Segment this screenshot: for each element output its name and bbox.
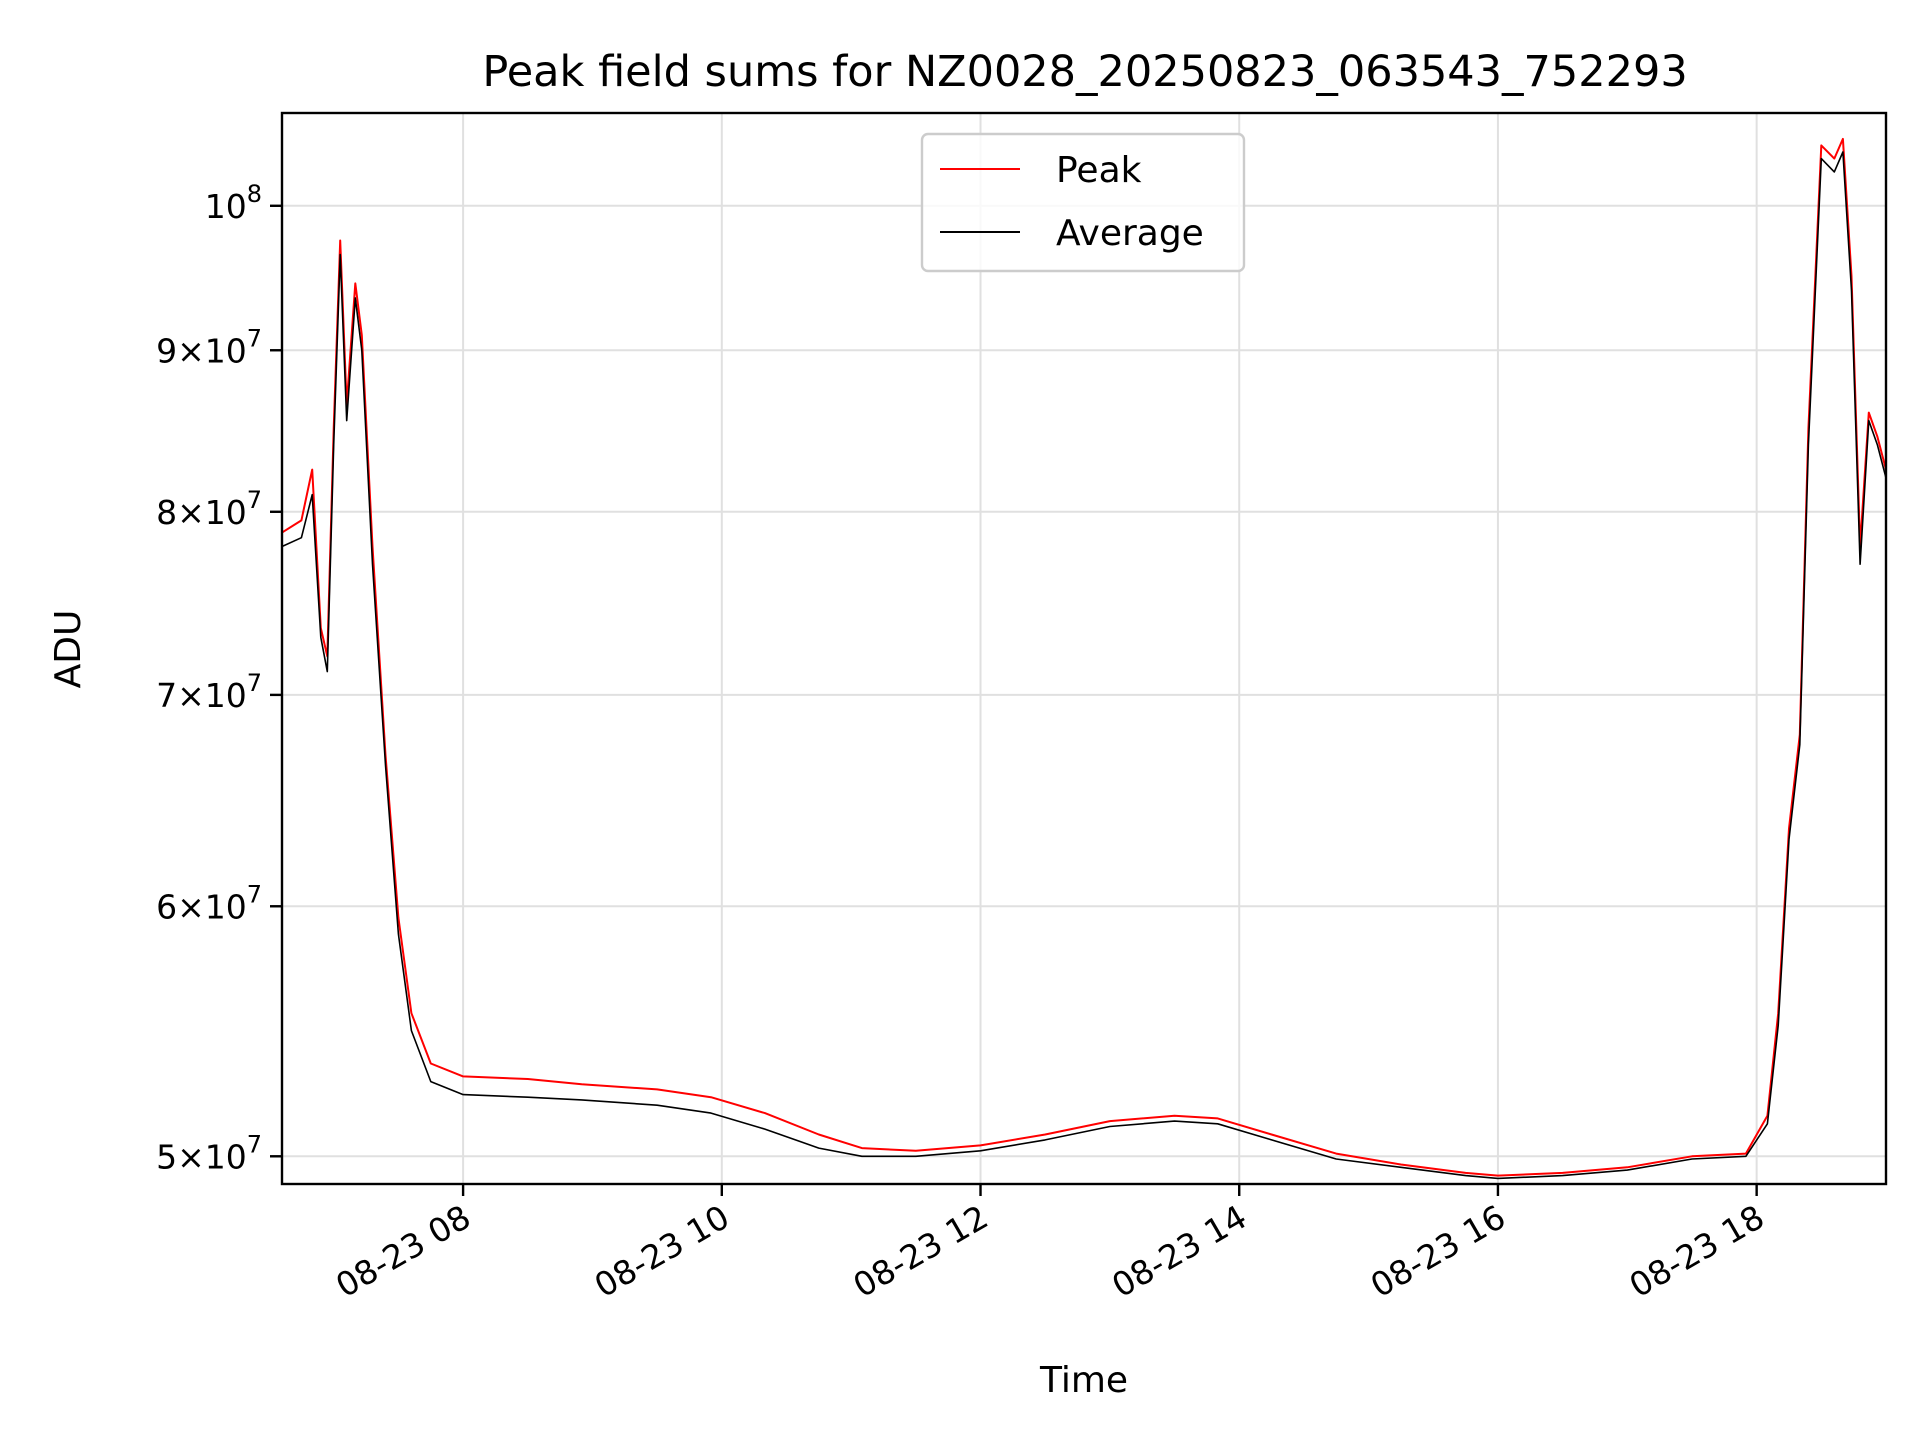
y-tick-times: × <box>177 887 205 926</box>
y-tick-exponent: 7 <box>247 880 262 908</box>
chart-title: Peak field sums for NZ0028_20250823_0635… <box>482 47 1687 97</box>
y-tick-exponent: 7 <box>247 486 262 514</box>
y-tick-mantissa: 9 <box>156 331 177 370</box>
y-tick-exponent: 7 <box>247 324 262 352</box>
y-tick-base: 10 <box>205 187 247 226</box>
y-tick-mantissa: 5 <box>156 1137 177 1176</box>
x-axis-label: Time <box>1039 1360 1128 1401</box>
y-tick-mantissa: 6 <box>156 887 177 926</box>
legend: Peak Average <box>920 132 1246 273</box>
y-tick-label: 7×107 <box>156 669 262 715</box>
y-tick-exponent: 7 <box>247 1130 262 1158</box>
y-tick-label: 5×107 <box>156 1130 262 1176</box>
series-layer <box>282 137 1886 1180</box>
y-tick-base: 10 <box>205 1137 247 1176</box>
legend-label-peak: Peak <box>1056 150 1142 191</box>
y-tick-mantissa: 7 <box>156 676 177 715</box>
y-tick-label: 108 <box>205 180 262 226</box>
y-tick-label: 6×107 <box>156 880 262 926</box>
y-tick-exponent: 8 <box>247 180 262 208</box>
y-tick-mantissa: 8 <box>156 493 177 532</box>
y-tick-exponent: 7 <box>247 669 262 697</box>
y-axis-label: ADU <box>48 610 89 689</box>
y-tick-times: × <box>177 331 205 370</box>
y-tick-base: 10 <box>205 887 247 926</box>
y-tick-times: × <box>177 1137 205 1176</box>
legend-label-average: Average <box>1056 213 1204 254</box>
y-tick-base: 10 <box>205 493 247 532</box>
series-line-average <box>282 151 1886 1180</box>
y-tick-label: 8×107 <box>156 486 262 532</box>
y-tick-times: × <box>177 676 205 715</box>
grid <box>282 113 1886 1184</box>
y-tick-label: 9×107 <box>156 324 262 370</box>
y-tick-times: × <box>177 493 205 532</box>
y-tick-base: 10 <box>205 676 247 715</box>
y-tick-base: 10 <box>205 331 247 370</box>
plot-frame <box>280 111 1888 1186</box>
